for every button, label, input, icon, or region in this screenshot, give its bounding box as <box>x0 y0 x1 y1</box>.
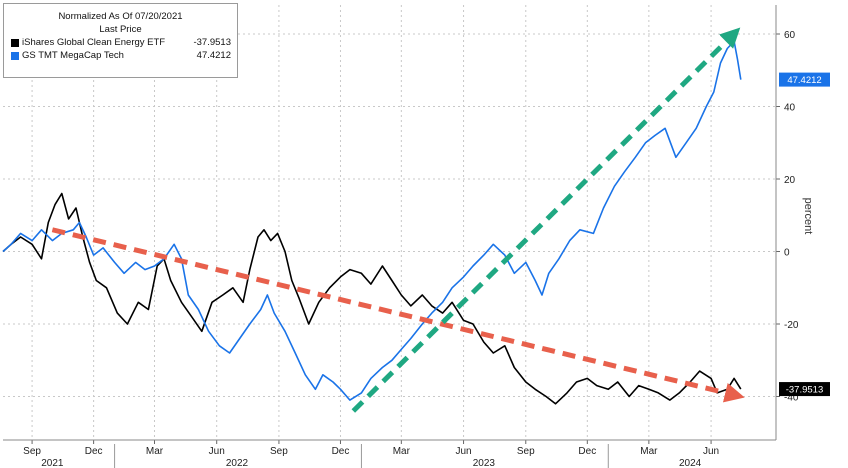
y-tick-label: 40 <box>784 103 796 114</box>
downtrend-arrow <box>51 227 745 403</box>
series-line-megacap-tech <box>2 40 742 401</box>
legend-header: Normalized As Of 07/20/2021 <box>58 11 183 22</box>
grid-lines <box>3 5 776 440</box>
uptrend-arrow <box>351 27 741 413</box>
x-tick-label: Mar <box>393 446 411 457</box>
legend-subheader: Last Price <box>99 24 142 35</box>
x-tick-label: Jun <box>703 446 719 457</box>
x-tick-label: Jun <box>209 446 225 457</box>
axes <box>3 5 780 468</box>
x-tick-label: Sep <box>517 446 535 457</box>
x-tick-label: Mar <box>640 446 658 457</box>
series-layer <box>2 40 742 405</box>
y-tick-label: 20 <box>784 175 796 186</box>
x-tick-label: Dec <box>332 446 350 457</box>
x-tick-label: Dec <box>578 446 596 457</box>
last-value-label: -37.9513 <box>786 385 824 396</box>
legend-value-clean-energy: -37.9513 <box>193 37 231 48</box>
legend-label-megacap-tech: GS TMT MegaCap Tech <box>22 50 124 61</box>
legend-item-clean-energy: iShares Global Clean Energy ETF -37.9513 <box>4 36 237 49</box>
y-tick-label: -20 <box>784 320 799 331</box>
last-value-badge <box>779 72 830 87</box>
y-tick-label: 0 <box>784 248 790 259</box>
labels-layer: 60 40 20 0 -20 -40 Sep Dec Mar Jun Sep Dec Mar Jun Sep… <box>23 30 830 468</box>
last-value-label: 47.4212 <box>787 75 821 86</box>
x-year-label: 2021 <box>41 458 64 468</box>
x-year-label: 2022 <box>226 458 249 468</box>
x-year-label: 2023 <box>473 458 496 468</box>
x-tick-label: Mar <box>146 446 164 457</box>
y-tick-label: -40 <box>784 393 799 404</box>
x-year-label: 2024 <box>679 458 702 468</box>
legend: Normalized As Of 07/20/2021 Last Price i… <box>3 3 238 78</box>
legend-value-megacap-tech: 47.4212 <box>196 50 231 61</box>
x-tick-label: Dec <box>85 446 103 457</box>
legend-swatch-megacap-tech <box>11 52 19 60</box>
series-line-clean-energy <box>2 192 742 405</box>
x-tick-label: Sep <box>270 446 288 457</box>
y-tick-label: 60 <box>784 30 796 41</box>
annotation-layer <box>51 27 745 413</box>
legend-item-megacap-tech: GS TMT MegaCap Tech 47.4212 <box>4 49 237 62</box>
last-value-badge <box>779 382 830 397</box>
x-tick-label: Jun <box>455 446 471 457</box>
y-axis-label: percent <box>802 198 814 235</box>
x-tick-label: Sep <box>23 446 41 457</box>
legend-swatch-clean-energy <box>11 39 19 47</box>
legend-label-clean-energy: iShares Global Clean Energy ETF <box>22 37 166 48</box>
